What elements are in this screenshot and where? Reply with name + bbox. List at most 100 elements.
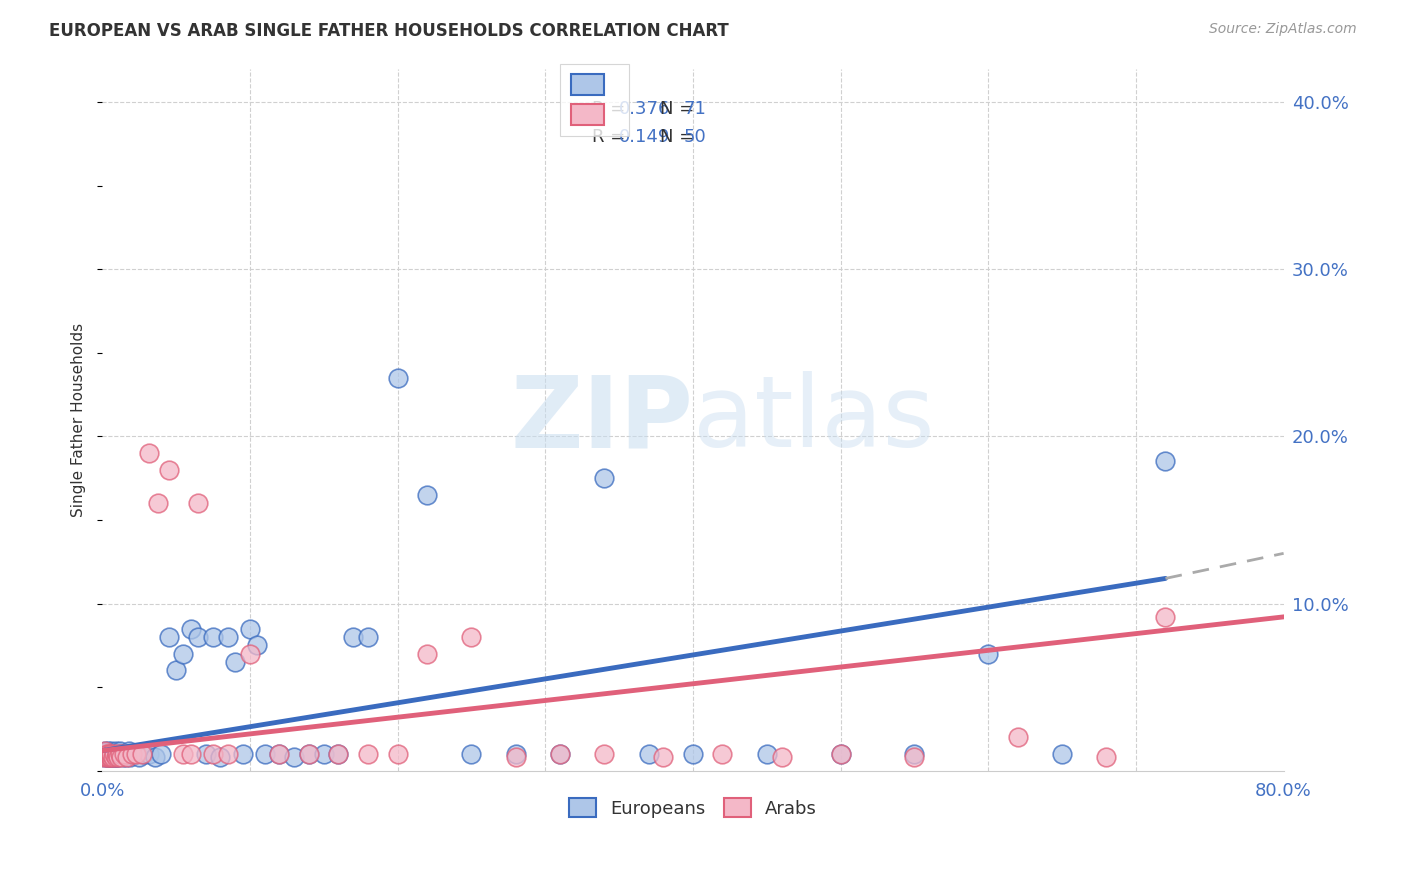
Point [209,750,232,764]
Point [118,744,141,758]
Point [328,747,350,761]
Point [269,747,291,761]
Point [298,747,321,761]
Point [111,750,134,764]
Point [194,747,217,761]
Point [98,750,121,764]
Point [94,747,117,761]
Point [120,750,142,764]
Point [97,744,120,758]
Point [112,747,135,761]
Point [96,750,118,764]
Point [103,747,125,761]
Text: R =: R = [592,128,631,145]
Point [100,750,122,764]
Point [903,747,925,761]
Point [145,750,167,764]
Point [107,747,129,761]
Point [100,750,122,764]
Point [121,747,143,761]
Point [239,647,262,661]
Point [416,647,439,661]
Point [93,750,115,764]
Point [1154,454,1177,468]
Point [94,747,117,761]
Point [132,747,155,761]
Point [830,747,852,761]
Point [460,630,482,644]
Point [830,747,852,761]
Text: N =: N = [659,100,700,118]
Point [548,747,571,761]
Point [342,630,364,644]
Point [187,630,209,644]
Point [770,750,793,764]
Point [231,747,253,761]
Point [104,750,127,764]
Point [1095,750,1118,764]
Point [117,747,139,761]
Text: R =: R = [592,100,631,118]
Point [107,750,129,764]
Point [105,747,128,761]
Point [201,630,224,644]
Point [593,747,616,761]
Point [298,747,321,761]
Point [105,750,128,764]
Point [101,750,124,764]
Point [96,747,118,761]
Point [505,750,527,764]
Point [328,747,350,761]
Point [977,647,1000,661]
Point [148,496,170,510]
Point [253,747,276,761]
Point [172,747,194,761]
Point [217,630,239,644]
Point [1050,747,1073,761]
Point [357,747,380,761]
Text: EUROPEAN VS ARAB SINGLE FATHER HOUSEHOLDS CORRELATION CHART: EUROPEAN VS ARAB SINGLE FATHER HOUSEHOLD… [49,22,728,40]
Point [150,747,173,761]
Point [357,630,380,644]
Point [110,747,132,761]
Point [711,747,734,761]
Legend: Europeans, Arabs: Europeans, Arabs [561,791,824,825]
Point [112,747,135,761]
Point [100,744,122,758]
Point [108,747,131,761]
Point [98,750,121,764]
Point [460,747,482,761]
Y-axis label: Single Father Households: Single Father Households [72,323,86,516]
Point [239,622,262,636]
Point [96,750,118,764]
Point [157,630,180,644]
Point [312,747,335,761]
Point [121,747,143,761]
Point [100,747,122,761]
Text: ZIP: ZIP [510,371,693,468]
Point [104,750,127,764]
Text: 71: 71 [683,100,706,118]
Point [416,488,439,502]
Point [97,750,120,764]
Point [97,747,120,761]
Point [125,747,148,761]
Point [269,747,291,761]
Point [180,622,202,636]
Point [201,747,224,761]
Point [187,496,209,510]
Point [180,747,202,761]
Point [104,744,127,758]
Point [98,747,121,761]
Point [94,744,117,758]
Point [172,647,194,661]
Point [110,750,132,764]
Point [283,750,305,764]
Point [101,750,124,764]
Point [755,747,778,761]
Text: Source: ZipAtlas.com: Source: ZipAtlas.com [1209,22,1357,37]
Point [652,750,675,764]
Text: 50: 50 [683,128,706,145]
Point [115,750,138,764]
Point [548,747,571,761]
